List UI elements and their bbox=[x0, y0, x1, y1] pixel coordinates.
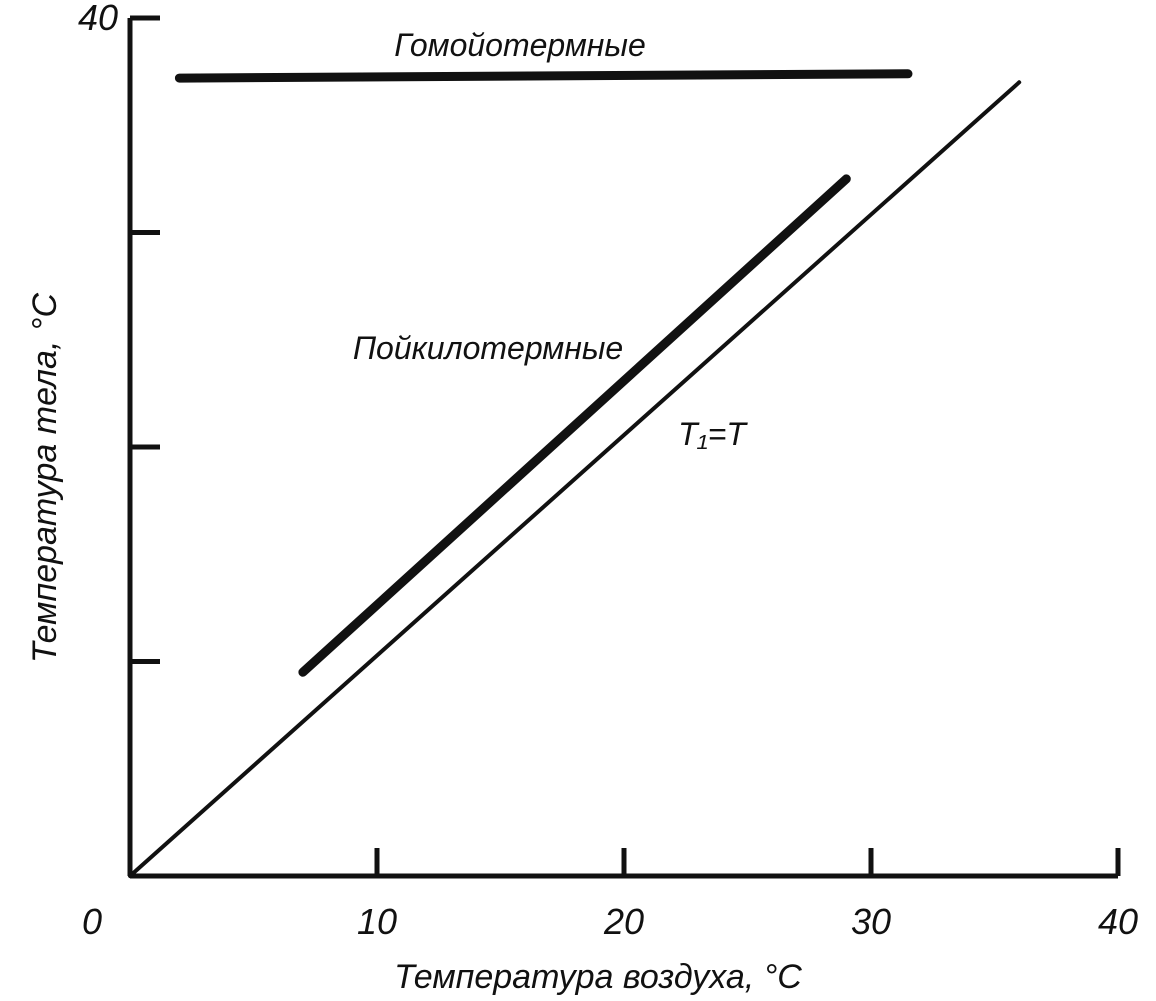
x-tick-label-40: 40 bbox=[1098, 901, 1138, 942]
series-label-identity: T₁=T bbox=[678, 416, 748, 452]
series-poikilothermic-line bbox=[298, 174, 851, 677]
x-tick-label-20: 20 bbox=[603, 901, 644, 942]
labels: Температура воздуха, °C Температура тела… bbox=[26, 27, 802, 996]
x-tick-label-30: 30 bbox=[851, 901, 891, 942]
series-identity-line bbox=[128, 80, 1022, 878]
x-tick-label-0: 0 bbox=[82, 901, 102, 942]
x-tick-label-10: 10 bbox=[357, 901, 397, 942]
series-label-poikilothermic: Пойкилотермные bbox=[353, 330, 623, 366]
series-homeothermic-line bbox=[174, 69, 913, 83]
series-label-homeothermic: Гомойотермные bbox=[394, 27, 646, 63]
y-tick-label-40: 40 bbox=[78, 0, 118, 38]
ticks: 0 10 20 30 40 40 bbox=[78, 0, 1138, 942]
axes bbox=[127, 18, 1118, 879]
x-axis-title: Температура воздуха, °C bbox=[394, 958, 802, 996]
y-axis-title: Температура тела, °C bbox=[26, 293, 64, 663]
series bbox=[128, 69, 1022, 878]
